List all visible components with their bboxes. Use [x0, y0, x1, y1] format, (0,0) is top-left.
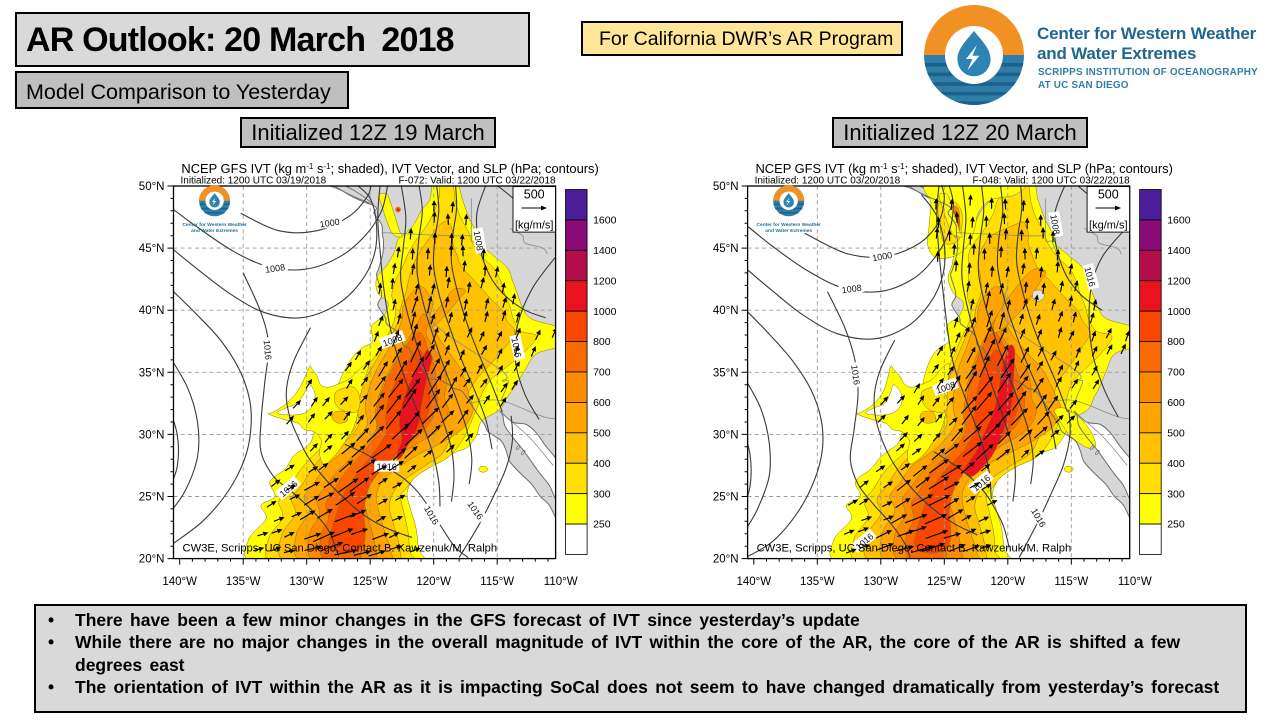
- svg-text:25°N: 25°N: [713, 492, 739, 504]
- svg-text:1016: 1016: [849, 364, 862, 385]
- svg-text:125°W: 125°W: [927, 576, 962, 588]
- svg-text:40°N: 40°N: [713, 305, 739, 317]
- svg-text:1200: 1200: [1167, 275, 1191, 287]
- svg-text:50°N: 50°N: [713, 181, 739, 193]
- svg-text:40°N: 40°N: [139, 305, 165, 317]
- svg-text:800: 800: [593, 336, 611, 348]
- svg-text:120°W: 120°W: [416, 576, 451, 588]
- svg-text:600: 600: [593, 397, 611, 409]
- svg-text:500: 500: [1167, 427, 1185, 439]
- svg-text:700: 700: [1167, 367, 1185, 379]
- svg-text:400: 400: [1167, 458, 1185, 470]
- svg-text:1008: 1008: [1048, 214, 1061, 235]
- svg-text:600: 600: [1167, 397, 1185, 409]
- svg-text:[kg/m/s]: [kg/m/s]: [1089, 220, 1128, 232]
- svg-text:1008: 1008: [264, 262, 285, 275]
- svg-text:1016: 1016: [262, 340, 274, 361]
- svg-text:400: 400: [593, 458, 611, 470]
- svg-text:250: 250: [1167, 519, 1185, 531]
- svg-text:30°N: 30°N: [713, 429, 739, 441]
- svg-text:50°N: 50°N: [139, 181, 165, 193]
- svg-text:500: 500: [1098, 188, 1119, 202]
- svg-text:CW3E, Scripps, UC San Diego; C: CW3E, Scripps, UC San Diego; Contact B. …: [757, 543, 1072, 555]
- svg-text:130°W: 130°W: [863, 576, 898, 588]
- svg-text:NCEP GFS IVT (kg m-1 s-1; shad: NCEP GFS IVT (kg m-1 s-1; shaded), IVT V…: [181, 161, 598, 176]
- svg-text:F-072: Valid: 1200 UTC 03/22/2: F-072: Valid: 1200 UTC 03/22/2018: [398, 176, 556, 187]
- svg-text:30°N: 30°N: [139, 429, 165, 441]
- svg-text:135°W: 135°W: [226, 576, 261, 588]
- svg-text:1000: 1000: [1167, 306, 1191, 318]
- svg-text:45°N: 45°N: [139, 243, 165, 255]
- svg-text:800: 800: [1167, 336, 1185, 348]
- svg-text:1600: 1600: [1167, 215, 1191, 227]
- svg-text:1200: 1200: [593, 275, 617, 287]
- svg-text:1600: 1600: [593, 215, 617, 227]
- svg-text:Initialized: 1200 UTC 03/19/20: Initialized: 1200 UTC 03/19/2018: [181, 176, 327, 187]
- svg-text:500: 500: [593, 427, 611, 439]
- svg-text:110°W: 110°W: [1118, 576, 1152, 588]
- svg-text:35°N: 35°N: [139, 367, 165, 379]
- svg-text:140°W: 140°W: [736, 576, 771, 588]
- svg-text:1016: 1016: [377, 462, 397, 472]
- svg-text:Center for Western Weather: Center for Western Weather: [182, 222, 247, 228]
- svg-text:Center for Western Weather: Center for Western Weather: [756, 222, 821, 228]
- svg-text:115°W: 115°W: [1054, 576, 1088, 588]
- svg-text:700: 700: [593, 367, 611, 379]
- svg-text:300: 300: [593, 488, 611, 500]
- svg-text:CW3E, Scripps, UC San Diego; C: CW3E, Scripps, UC San Diego; Contact B. …: [183, 543, 498, 555]
- svg-text:135°W: 135°W: [800, 576, 835, 588]
- svg-text:125°W: 125°W: [353, 576, 388, 588]
- svg-text:1000: 1000: [871, 250, 892, 263]
- svg-text:120°W: 120°W: [990, 576, 1025, 588]
- svg-text:500: 500: [524, 188, 545, 202]
- svg-text:20°N: 20°N: [139, 554, 165, 566]
- svg-text:1000: 1000: [593, 306, 617, 318]
- svg-text:1400: 1400: [1167, 245, 1191, 257]
- svg-text:NCEP GFS IVT (kg m-1 s-1; shad: NCEP GFS IVT (kg m-1 s-1; shaded), IVT V…: [755, 161, 1172, 176]
- svg-text:115°W: 115°W: [480, 576, 514, 588]
- svg-text:45°N: 45°N: [713, 243, 739, 255]
- svg-text:1008: 1008: [472, 230, 485, 251]
- svg-text:35°N: 35°N: [713, 367, 739, 379]
- svg-text:300: 300: [1167, 488, 1185, 500]
- svg-text:20°N: 20°N: [713, 554, 739, 566]
- svg-text:1400: 1400: [593, 245, 617, 257]
- svg-text:1008: 1008: [841, 283, 862, 296]
- svg-text:25°N: 25°N: [139, 492, 165, 504]
- svg-text:140°W: 140°W: [162, 576, 197, 588]
- svg-text:and Water Extremes: and Water Extremes: [191, 228, 238, 234]
- svg-text:[kg/m/s]: [kg/m/s]: [515, 220, 554, 232]
- svg-text:1000: 1000: [319, 217, 340, 230]
- svg-text:and Water Extremes: and Water Extremes: [765, 228, 812, 234]
- svg-text:130°W: 130°W: [289, 576, 324, 588]
- svg-text:Initialized: 1200 UTC 03/20/20: Initialized: 1200 UTC 03/20/2018: [755, 176, 901, 187]
- svg-text:F-048: Valid: 1200 UTC 03/22/2: F-048: Valid: 1200 UTC 03/22/2018: [973, 176, 1131, 187]
- svg-text:250: 250: [593, 519, 611, 531]
- svg-text:110°W: 110°W: [544, 576, 578, 588]
